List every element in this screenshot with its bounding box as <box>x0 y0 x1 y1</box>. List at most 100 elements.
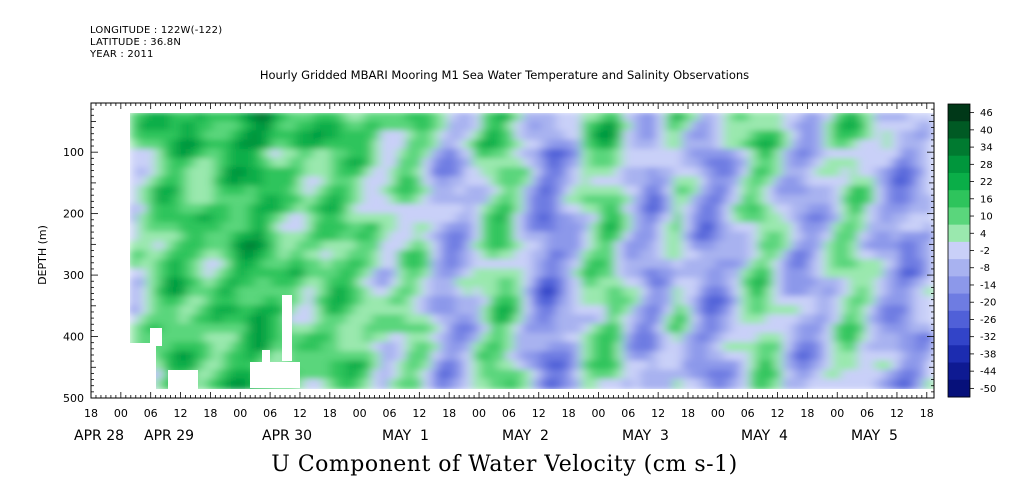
heatmap-cell <box>288 213 299 225</box>
heatmap-cell <box>321 176 333 188</box>
heatmap-cell <box>740 296 751 308</box>
heatmap-cell <box>866 332 877 344</box>
heatmap-cell <box>614 121 626 133</box>
heatmap-cell <box>581 194 592 206</box>
heatmap-cell <box>790 268 802 280</box>
heatmap-cell <box>866 250 877 262</box>
heatmap-cell <box>907 342 919 354</box>
heatmap-cell <box>790 277 802 289</box>
heatmap-cell <box>531 148 542 160</box>
heatmap-cell <box>330 194 341 206</box>
heatmap-cell <box>547 342 559 354</box>
heatmap-cell <box>447 360 458 372</box>
heatmap-cell <box>732 139 743 151</box>
heatmap-cell <box>288 176 299 188</box>
heatmap-cell <box>422 305 433 317</box>
heatmap-cell <box>874 130 885 142</box>
heatmap-cell <box>170 332 182 344</box>
heatmap-cell <box>371 323 383 335</box>
heatmap-cell <box>363 222 374 234</box>
heatmap-cell <box>556 148 567 160</box>
heatmap-cell <box>221 296 232 308</box>
heatmap-cell <box>271 277 282 289</box>
heatmap-cell <box>371 167 383 179</box>
heatmap-cell <box>237 222 249 234</box>
heatmap-cell <box>288 296 299 308</box>
heatmap-cell <box>187 231 199 243</box>
x-hour-label: 06 <box>502 407 516 420</box>
heatmap-cell <box>639 250 651 262</box>
heatmap-cell <box>397 158 408 170</box>
heatmap-cell <box>422 222 433 234</box>
heatmap-cell <box>413 121 425 133</box>
heatmap-cell <box>866 351 877 363</box>
heatmap-cell <box>505 305 517 317</box>
heatmap-cell <box>623 259 634 271</box>
heatmap-cell <box>639 369 651 381</box>
heatmap-cell <box>130 222 140 234</box>
heatmap-cell <box>732 378 743 389</box>
colorbar-swatch <box>948 207 970 226</box>
heatmap-cell <box>882 240 894 252</box>
heatmap-cell <box>681 167 693 179</box>
heatmap-cell <box>162 296 173 308</box>
heatmap-cell <box>824 250 835 262</box>
heatmap-cell <box>815 277 827 289</box>
heatmap-cell <box>246 222 257 234</box>
heatmap-cell <box>782 296 793 308</box>
heatmap-cell <box>179 194 190 206</box>
heatmap-cell <box>321 139 333 151</box>
heatmap-cell <box>849 158 860 170</box>
heatmap-cell <box>212 323 224 335</box>
heatmap-cell <box>380 240 391 252</box>
heatmap-cell <box>790 296 802 308</box>
heatmap-cell <box>237 259 249 271</box>
heatmap-cell <box>130 268 140 280</box>
heatmap-cell <box>673 277 684 289</box>
heatmap-cell <box>304 360 316 372</box>
heatmap-cell <box>656 360 668 372</box>
heatmap-cell <box>882 259 894 271</box>
heatmap-cell <box>438 305 450 317</box>
heatmap-cell <box>229 323 240 335</box>
heatmap-cell <box>397 130 408 142</box>
heatmap-cell <box>556 204 567 216</box>
heatmap-cell <box>438 314 450 326</box>
heatmap-cell <box>815 360 827 372</box>
heatmap-cell <box>271 240 282 252</box>
heatmap-cell <box>824 351 835 363</box>
heatmap-cell <box>346 158 358 170</box>
heatmap-cell <box>279 139 291 151</box>
heatmap-cell <box>313 286 324 298</box>
heatmap-cell <box>665 323 676 335</box>
heatmap-cell <box>907 185 919 197</box>
heatmap-cell <box>899 351 910 363</box>
heatmap-cell <box>598 185 609 197</box>
heatmap-cell <box>706 185 718 197</box>
heatmap-cell <box>455 250 467 262</box>
colorbar-label: -44 <box>980 367 996 378</box>
heatmap-cell <box>614 250 626 262</box>
heatmap-cell <box>422 121 433 133</box>
heatmap-cell <box>690 148 701 160</box>
heatmap-cell <box>840 113 852 124</box>
heatmap-cell <box>296 185 307 197</box>
heatmap-cell <box>388 296 400 308</box>
heatmap-cell <box>288 305 299 317</box>
heatmap-cell <box>614 360 626 372</box>
heatmap-cell <box>857 314 869 326</box>
heatmap-cell <box>137 130 148 142</box>
heatmap-cell <box>799 231 810 243</box>
heatmap-cell <box>531 305 542 317</box>
heatmap-cell <box>263 268 274 280</box>
heatmap-cell <box>790 314 802 326</box>
heatmap-cell <box>472 259 483 271</box>
heatmap-cell <box>698 314 709 326</box>
heatmap-cell <box>430 314 441 326</box>
heatmap-cell <box>907 130 919 142</box>
heatmap-cell <box>397 139 408 151</box>
heatmap-cell <box>531 259 542 271</box>
heatmap-cell <box>321 158 333 170</box>
heatmap-cell <box>279 194 291 206</box>
heatmap-cell <box>438 204 450 216</box>
